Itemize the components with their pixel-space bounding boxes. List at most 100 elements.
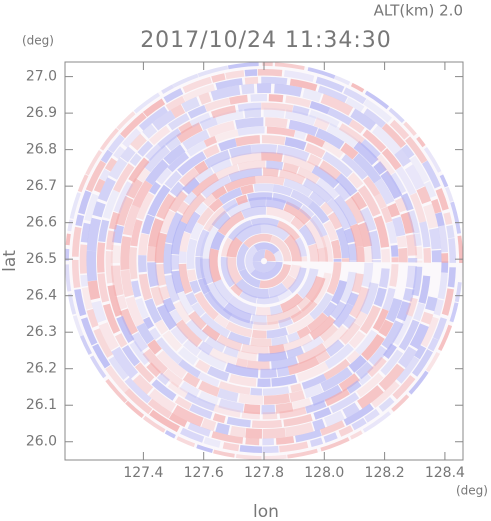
radar-cell [129, 247, 138, 280]
radar-cell [157, 372, 170, 386]
radar-cell [411, 266, 423, 297]
radar-cell [239, 445, 262, 453]
radar-cell [175, 319, 203, 348]
radar-cell [234, 278, 270, 299]
radar-cell [103, 303, 121, 334]
radar-cell [431, 250, 442, 263]
radar-cell [264, 454, 288, 460]
radar-cell [255, 306, 271, 317]
radar-cell [378, 397, 395, 412]
radar-cell [288, 267, 307, 294]
radar-cell [80, 274, 89, 287]
radar-cell [364, 408, 380, 423]
radar-cell [226, 236, 243, 258]
radar-cell [359, 207, 377, 232]
radar-cell [351, 417, 367, 431]
y-tick-label: 26.1 [26, 397, 57, 413]
radar-cell [138, 106, 168, 131]
radar-cell [120, 269, 134, 298]
radar-cell [433, 317, 447, 341]
radar-cell [437, 272, 448, 300]
radar-cell [151, 379, 177, 401]
radar-cell [284, 70, 315, 82]
radar-cell [457, 235, 463, 263]
radar-cell [315, 76, 345, 93]
radar-cell [179, 381, 200, 399]
radar-cell [205, 336, 226, 353]
radar-cell [347, 172, 364, 189]
radar-cell [395, 166, 417, 196]
radar-cell [296, 326, 312, 339]
radar-cell [422, 160, 441, 189]
radar-cell [435, 188, 449, 211]
radar-cell [326, 197, 352, 230]
radar-cell [227, 295, 257, 316]
radar-cell [264, 249, 276, 262]
radar-cell [86, 308, 99, 328]
radar-cell [342, 314, 357, 329]
radar-cell [322, 141, 344, 159]
radar-cell [333, 302, 354, 328]
radar-cell [305, 400, 327, 414]
radar-cell [180, 427, 205, 443]
radar-cell [338, 373, 360, 392]
radar-cell [142, 123, 158, 139]
radar-cell [398, 319, 420, 351]
radar-cell [109, 211, 120, 230]
radar-cell [256, 83, 272, 94]
radar-cell [368, 230, 381, 260]
radar-cell [269, 344, 286, 355]
radar-cell [359, 305, 381, 334]
radar-cell [381, 123, 407, 148]
radar-cell [163, 88, 184, 103]
radar-cell [405, 297, 418, 317]
radar-cell [287, 331, 300, 343]
radar-cell [225, 321, 253, 338]
radar-cell [85, 160, 107, 192]
radar-cell [222, 442, 240, 452]
radar-cell [149, 125, 171, 146]
radar-cell [124, 377, 152, 404]
radar-cell [404, 164, 425, 190]
radar-cell [186, 238, 198, 270]
radar-cell [286, 345, 304, 359]
radar-cell [239, 290, 258, 304]
radar-cell [358, 185, 381, 217]
radar-cell [279, 441, 309, 453]
radar-cell [409, 323, 429, 350]
radar-cell [236, 243, 250, 272]
radar-cell [389, 119, 410, 140]
radar-cell [221, 237, 234, 257]
radar-cell [250, 387, 262, 396]
radar-cell [228, 220, 253, 241]
radar-cell [396, 235, 407, 248]
radar-cell [245, 437, 260, 446]
radar-cell [334, 183, 352, 201]
radar-cell [353, 310, 368, 327]
radar-cell [172, 405, 204, 427]
radar-cell [237, 126, 265, 136]
radar-cell [120, 112, 147, 139]
radar-cell [93, 178, 106, 193]
radar-cell [122, 204, 141, 236]
radar-cell [211, 105, 237, 119]
radar-cell [400, 193, 414, 211]
radar-cell [212, 413, 226, 424]
radar-cell [274, 62, 306, 70]
radar-cell [371, 260, 381, 263]
radar-cell [392, 216, 406, 237]
radar-cell [396, 356, 420, 384]
radar-cell [237, 160, 266, 172]
radar-cell [230, 283, 243, 297]
radar-cell [214, 314, 229, 328]
radar-cell [75, 214, 85, 227]
radar-cell [179, 193, 206, 225]
radar-cell [125, 296, 145, 327]
radar-cell [191, 302, 206, 317]
radar-cell [124, 388, 153, 415]
radar-cell [279, 169, 306, 185]
radar-cell [352, 153, 382, 184]
radar-cell [86, 217, 101, 252]
radar-cell [363, 108, 386, 128]
radar-cell [353, 140, 379, 166]
